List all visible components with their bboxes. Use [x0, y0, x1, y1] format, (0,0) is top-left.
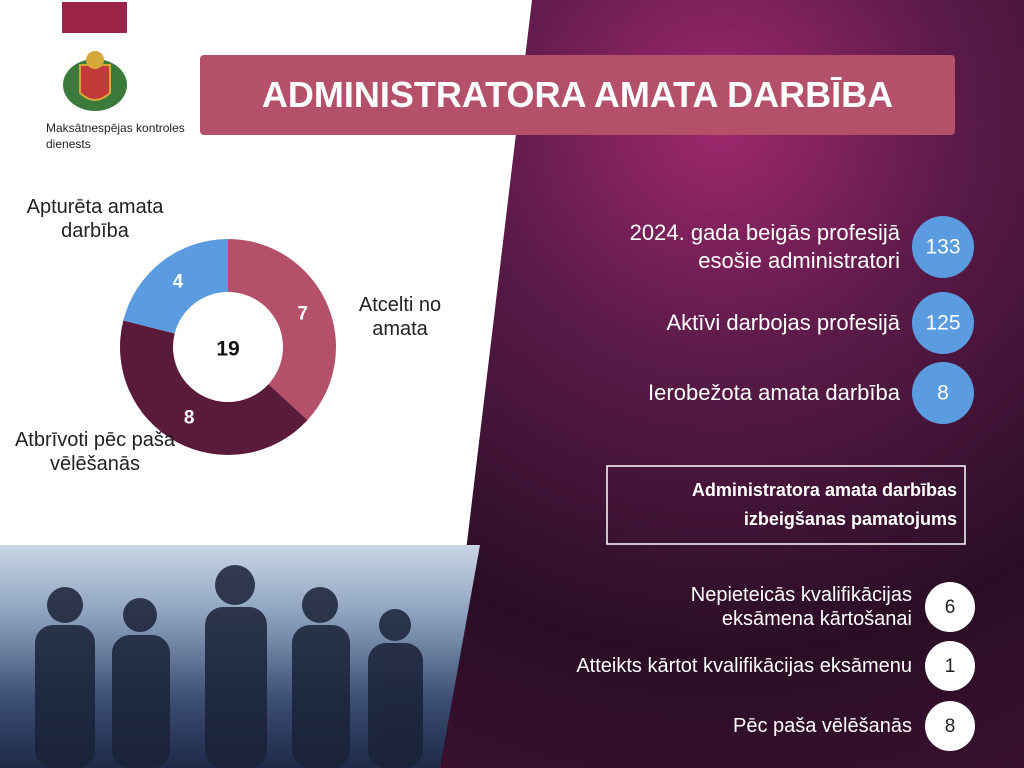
reason-label: Nepieteicās kvalifikācijas eksāmena kārt… — [690, 584, 912, 630]
flag — [62, 2, 127, 33]
value-label: 8 — [184, 408, 195, 429]
donut-segment — [119, 320, 308, 456]
donut-segment — [228, 239, 337, 421]
stat-value: 8 — [937, 382, 949, 405]
stat-label: 2024. gada beigās profesijā esošie admin… — [629, 220, 900, 273]
stat-label: Ierobežota amata darbība — [648, 380, 900, 405]
silhouettes — [35, 565, 423, 768]
stat-value: 133 — [925, 236, 960, 259]
reason-circle — [925, 701, 975, 751]
reason-value: 8 — [945, 716, 956, 737]
stat-value: 125 — [925, 312, 960, 335]
logo-caption: Maksātnespējas kontroles dienests — [46, 121, 185, 151]
title-banner — [200, 55, 955, 135]
donut-segment — [123, 238, 228, 334]
reason-label: Atteikts kārtot kvalifikācijas eksāmenu — [576, 655, 912, 677]
stat-circle — [912, 292, 974, 354]
photo — [0, 545, 480, 768]
reason-value: 6 — [945, 597, 956, 618]
value-label: 4 — [173, 272, 184, 293]
reason-circle — [925, 582, 975, 632]
reason-circle — [925, 641, 975, 691]
stat-label: Aktīvi darbojas profesijā — [666, 310, 900, 335]
coat-of-arms — [63, 51, 127, 111]
category-label: Atcelti no amata — [358, 294, 442, 340]
stat-circle — [912, 362, 974, 424]
reasons-box — [606, 465, 966, 545]
stat-circle — [912, 216, 974, 278]
value-label: 7 — [297, 303, 308, 324]
title: ADMINISTRATORA AMATA DARBĪBA — [261, 74, 894, 115]
category-label: Apturēta amata darbība — [26, 196, 164, 242]
reason-value: 1 — [945, 656, 956, 677]
reasons-title: Administratora amata darbības izbeigšana… — [691, 480, 957, 529]
category-label: Atbrīvoti pēc paša vēlēšanās — [14, 429, 176, 475]
reason-label: Pēc paša vēlēšanās — [732, 715, 912, 737]
total-label: 19 — [216, 338, 239, 361]
